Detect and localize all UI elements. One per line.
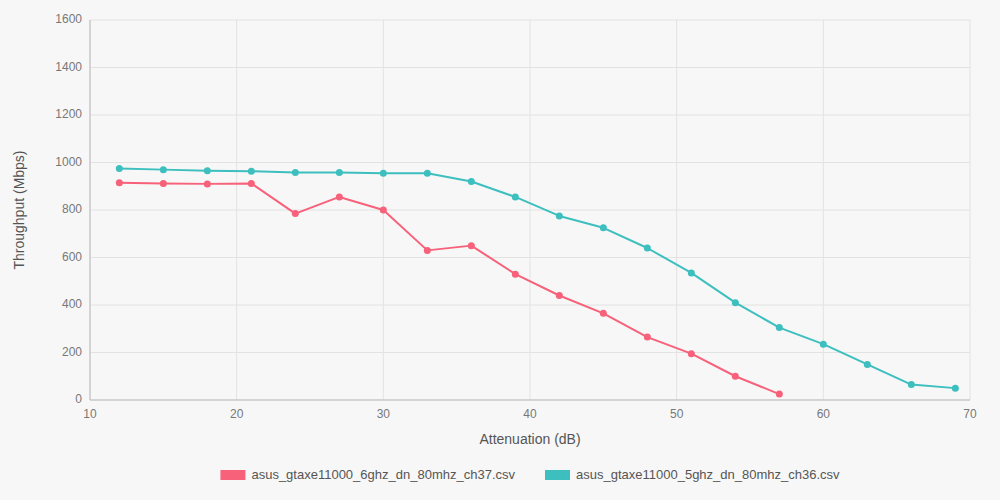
legend-label: asus_gtaxe11000_6ghz_dn_80mhz_ch37.csv — [251, 467, 515, 482]
y-grid-line — [90, 400, 970, 401]
data-point — [336, 193, 343, 200]
data-point — [380, 207, 387, 214]
x-tick-label: 10 — [83, 407, 97, 421]
data-point — [204, 180, 211, 187]
data-point — [116, 165, 123, 172]
data-point — [644, 245, 651, 252]
x-axis-label: Attenuation (dB) — [479, 431, 580, 447]
y-tick-label: 1200 — [55, 107, 82, 121]
data-point — [248, 168, 255, 175]
data-point — [160, 180, 167, 187]
data-point — [424, 247, 431, 254]
x-grid-line — [970, 20, 971, 400]
data-point — [688, 269, 695, 276]
plot-data — [116, 165, 959, 398]
data-point — [776, 324, 783, 331]
data-point — [952, 385, 959, 392]
data-point — [204, 167, 211, 174]
grid — [90, 20, 970, 400]
data-point — [336, 169, 343, 176]
x-grid-line — [530, 20, 531, 400]
data-point — [116, 179, 123, 186]
data-point — [644, 334, 651, 341]
x-tick-label: 60 — [817, 407, 831, 421]
data-point — [468, 242, 475, 249]
tick-labels: 0 200 400 600 800 1000 1200 1400 1600 10 20 30 40 50 6… — [55, 12, 977, 421]
x-tick-label: 40 — [523, 407, 537, 421]
legend-item: asus_gtaxe11000_6ghz_dn_80mhz_ch37.csv — [220, 467, 515, 482]
x-grid-line — [676, 20, 677, 400]
chart: 0 200 400 600 800 1000 1200 1400 1600 10 20 30 40 50 6… — [0, 0, 1000, 500]
data-point — [292, 210, 299, 217]
y-tick-label: 600 — [62, 250, 82, 264]
data-point — [600, 224, 607, 231]
x-grid-line — [236, 20, 237, 400]
legend-swatch — [545, 470, 570, 480]
data-point — [776, 391, 783, 398]
legend-label: asus_gtaxe11000_5ghz_dn_80mhz_ch36.csv — [576, 467, 840, 482]
data-point — [292, 169, 299, 176]
data-point — [600, 310, 607, 317]
x-tick-label: 50 — [670, 407, 684, 421]
data-point — [512, 271, 519, 278]
data-point — [468, 178, 475, 185]
y-tick-label: 1400 — [55, 60, 82, 74]
data-point — [160, 166, 167, 173]
y-tick-label: 400 — [62, 297, 82, 311]
data-point — [512, 193, 519, 200]
data-point — [732, 373, 739, 380]
y-axis-label: Throughput (Mbps) — [11, 150, 27, 269]
x-axis-line — [90, 400, 970, 401]
x-tick-label: 30 — [377, 407, 391, 421]
legend-swatch — [220, 470, 245, 480]
data-point — [732, 299, 739, 306]
y-tick-label: 800 — [62, 202, 82, 216]
y-tick-label: 1000 — [55, 155, 82, 169]
y-tick-label: 1600 — [55, 12, 82, 26]
series-line — [119, 183, 779, 394]
series-line — [119, 168, 955, 388]
x-tick-label: 70 — [963, 407, 977, 421]
data-point — [688, 350, 695, 357]
legend: asus_gtaxe11000_6ghz_dn_80mhz_ch37.csv as… — [220, 467, 840, 482]
legend-item: asus_gtaxe11000_5ghz_dn_80mhz_ch36.csv — [545, 467, 840, 482]
data-point — [556, 212, 563, 219]
data-point — [248, 180, 255, 187]
y-tick-label: 0 — [75, 392, 82, 406]
data-point — [380, 170, 387, 177]
data-point — [556, 292, 563, 299]
data-point — [864, 361, 871, 368]
y-axis-line — [90, 20, 91, 400]
data-point — [424, 170, 431, 177]
x-tick-label: 20 — [230, 407, 244, 421]
x-grid-line — [90, 20, 91, 400]
data-point — [820, 341, 827, 348]
background — [0, 0, 1000, 500]
y-tick-label: 200 — [62, 345, 82, 359]
data-point — [908, 381, 915, 388]
